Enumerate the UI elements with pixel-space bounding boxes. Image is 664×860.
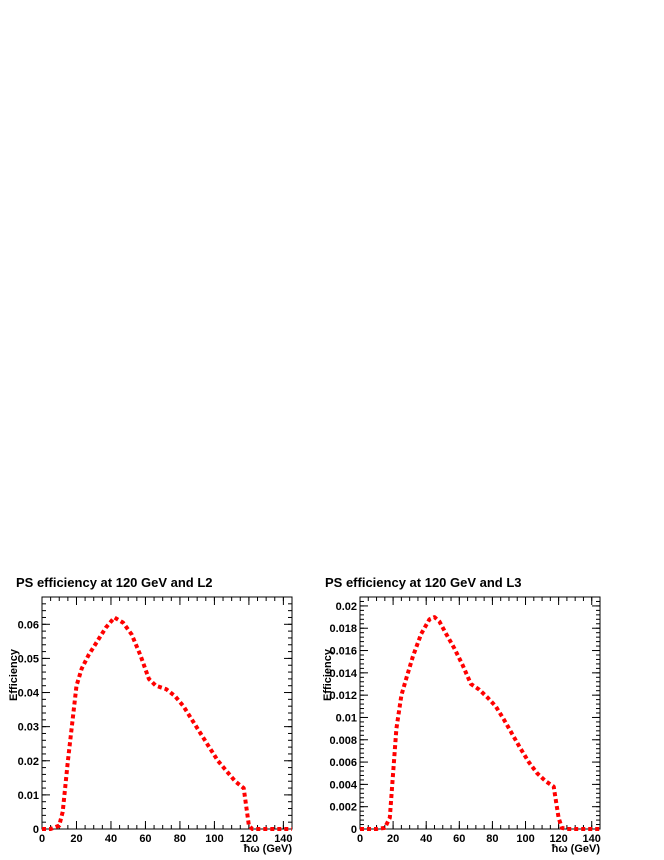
x-axis-label-l3: ħω (GeV) bbox=[552, 843, 601, 855]
x-tick-label-l3: 40 bbox=[420, 833, 432, 845]
y-tick-label-l3: 0.008 bbox=[329, 735, 357, 747]
y-tick-label-l3: 0.01 bbox=[336, 712, 357, 724]
y-tick-label-l2: 0.05 bbox=[18, 653, 39, 665]
y-tick-label-l2: 0.06 bbox=[18, 619, 39, 631]
y-tick-label-l2: 0.03 bbox=[18, 722, 39, 734]
y-tick-label-l2: 0.02 bbox=[18, 756, 39, 768]
y-tick-label-l2: 0.04 bbox=[18, 688, 40, 700]
x-tick-label-l2: 60 bbox=[139, 833, 151, 845]
x-tick-label-l3: 80 bbox=[486, 833, 498, 845]
y-tick-label-l3: 0.004 bbox=[329, 779, 357, 791]
x-tick-label-l2: 140 bbox=[274, 833, 292, 845]
efficiency-line-l3 bbox=[360, 615, 600, 831]
y-tick-label-l3: 0 bbox=[351, 824, 357, 836]
x-tick-label-l2: 0 bbox=[39, 833, 45, 845]
plot-frame-l2 bbox=[41, 596, 293, 830]
x-axis-label-l2: ħω (GeV) bbox=[244, 843, 293, 855]
x-tick-label-l2: 20 bbox=[70, 833, 82, 845]
chart-title-l2: PS efficiency at 120 GeV and L2 bbox=[16, 575, 213, 590]
y-axis-label-l2: Efficiency bbox=[8, 648, 20, 701]
x-tick-label-l3: 20 bbox=[387, 833, 399, 845]
y-tick-label-l3: 0.002 bbox=[329, 802, 357, 814]
y-tick-label-l3: 0.014 bbox=[329, 668, 357, 680]
x-tick-label-l3: 0 bbox=[357, 833, 363, 845]
y-tick-label-l3: 0.006 bbox=[329, 757, 357, 769]
efficiency-line-l2 bbox=[42, 615, 292, 831]
y-tick-label-l3: 0.016 bbox=[329, 646, 357, 658]
y-axis-label-l3: Efficiency bbox=[322, 648, 334, 701]
x-tick-label-l2: 40 bbox=[105, 833, 117, 845]
x-tick-label-l3: 100 bbox=[516, 833, 534, 845]
y-tick-label-l3: 0.018 bbox=[329, 623, 357, 635]
y-tick-label-l2: 0.01 bbox=[18, 790, 39, 802]
y-tick-label-l3: 0.02 bbox=[336, 601, 357, 613]
x-tick-label-l3: 60 bbox=[453, 833, 465, 845]
plot-frame-l3 bbox=[359, 596, 601, 830]
x-tick-label-l2: 100 bbox=[205, 833, 223, 845]
x-tick-label-l2: 120 bbox=[240, 833, 258, 845]
x-tick-label-l3: 120 bbox=[549, 833, 567, 845]
y-tick-label-l2: 0 bbox=[33, 824, 39, 836]
y-tick-label-l3: 0.012 bbox=[329, 690, 357, 702]
x-tick-label-l2: 80 bbox=[174, 833, 186, 845]
x-tick-label-l3: 140 bbox=[583, 833, 601, 845]
chart-title-l3: PS efficiency at 120 GeV and L3 bbox=[325, 575, 522, 590]
